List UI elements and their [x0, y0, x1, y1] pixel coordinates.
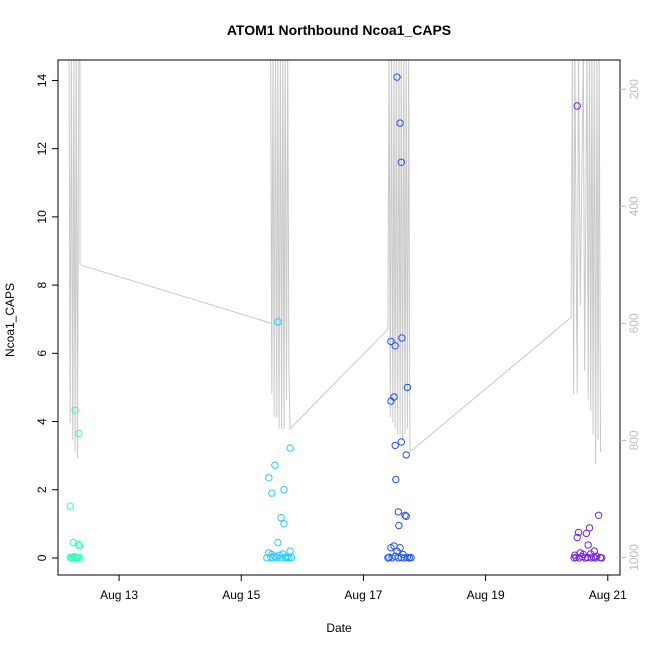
data-point [286, 444, 294, 452]
data-point [269, 554, 277, 562]
y-tick-label: 12 [35, 142, 49, 156]
data-point [387, 337, 395, 346]
y-axis-label: Ncoa1_CAPS [3, 283, 17, 357]
y2-tick-label: 800 [627, 430, 641, 450]
data-point [75, 429, 83, 438]
data-point [285, 554, 293, 562]
data-point [69, 538, 78, 547]
data-point [390, 393, 398, 401]
data-point [585, 524, 594, 532]
x-tick-label: Aug 13 [100, 588, 138, 602]
right-axis-series-line [68, 60, 601, 464]
data-point [598, 554, 606, 562]
data-point [274, 318, 282, 326]
y-tick-label: 14 [35, 73, 49, 87]
data-point [396, 119, 404, 127]
data-point [573, 533, 581, 542]
y2-tick-label: 400 [627, 196, 641, 216]
data-point [271, 461, 279, 469]
y2-tick-label: 1000 [627, 544, 641, 571]
data-point [71, 406, 79, 414]
data-point [403, 383, 412, 392]
chart-title: ATOM1 Northbound Ncoa1_CAPS [227, 22, 451, 38]
data-point [392, 475, 400, 484]
data-point [395, 521, 403, 530]
data-point [401, 511, 409, 519]
data-point [393, 73, 401, 81]
y2-tick-label: 600 [627, 313, 641, 333]
data-point [402, 451, 410, 459]
y-tick-label: 8 [35, 281, 49, 288]
y-tick-label: 6 [35, 350, 49, 357]
data-point [273, 553, 281, 562]
data-point [394, 508, 402, 516]
data-point [287, 553, 296, 562]
data-point [391, 342, 399, 350]
data-point [391, 441, 399, 450]
data-point [407, 553, 415, 562]
data-point [76, 553, 84, 562]
data-point [265, 474, 273, 482]
plot-frame [57, 59, 621, 576]
data-point [594, 511, 603, 519]
y-tick-label: 0 [35, 554, 49, 561]
y-tick-label: 4 [35, 418, 49, 425]
data-point [402, 512, 410, 520]
data-point [75, 542, 84, 550]
data-point [74, 540, 82, 548]
data-point [582, 529, 591, 538]
y2-tick-label: 200 [627, 79, 641, 99]
data-point [276, 554, 285, 562]
data-point [274, 538, 282, 547]
data-point [571, 551, 579, 559]
data-point [396, 544, 404, 552]
data-point [398, 334, 406, 342]
x-tick-label: Aug 21 [589, 588, 627, 602]
data-point [69, 553, 77, 562]
data-point [584, 541, 592, 549]
data-point [73, 553, 81, 562]
y-tick-label: 10 [35, 210, 49, 224]
data-point [280, 486, 288, 494]
x-tick-label: Aug 19 [467, 588, 505, 602]
x-tick-label: Aug 17 [344, 588, 382, 602]
x-tick-label: Aug 15 [222, 588, 260, 602]
data-point [397, 438, 405, 446]
data-point [268, 489, 276, 497]
data-point [277, 514, 285, 522]
data-point [280, 520, 288, 528]
data-point [397, 158, 405, 167]
data-point [66, 502, 74, 510]
y-tick-label: 2 [35, 486, 49, 493]
data-point [573, 102, 581, 110]
x-axis-label: Date [326, 621, 352, 635]
data-point [574, 528, 583, 537]
